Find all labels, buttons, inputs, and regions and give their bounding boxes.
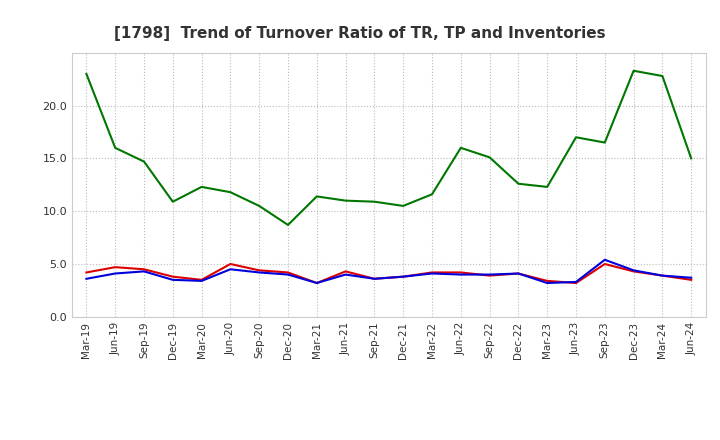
Trade Payables bbox=[658, 273, 667, 278]
Trade Receivables bbox=[140, 267, 148, 272]
Inventories bbox=[370, 199, 379, 204]
Trade Receivables bbox=[284, 270, 292, 275]
Inventories bbox=[197, 184, 206, 190]
Trade Payables bbox=[543, 280, 552, 286]
Trade Payables bbox=[312, 280, 321, 286]
Trade Receivables bbox=[428, 270, 436, 275]
Trade Receivables bbox=[82, 270, 91, 275]
Inventories bbox=[226, 190, 235, 195]
Trade Receivables bbox=[572, 280, 580, 286]
Trade Receivables bbox=[658, 273, 667, 278]
Trade Receivables bbox=[514, 271, 523, 276]
Trade Receivables bbox=[600, 261, 609, 267]
Trade Payables bbox=[687, 275, 696, 280]
Inventories bbox=[456, 145, 465, 150]
Trade Receivables bbox=[485, 273, 494, 278]
Inventories bbox=[543, 184, 552, 190]
Inventories bbox=[428, 192, 436, 197]
Trade Receivables bbox=[456, 270, 465, 275]
Inventories bbox=[658, 73, 667, 79]
Inventories bbox=[514, 181, 523, 187]
Trade Receivables bbox=[543, 278, 552, 283]
Line: Inventories: Inventories bbox=[86, 71, 691, 225]
Trade Payables bbox=[111, 271, 120, 276]
Inventories bbox=[140, 159, 148, 164]
Trade Payables bbox=[399, 274, 408, 279]
Trade Payables bbox=[140, 269, 148, 274]
Inventories bbox=[600, 140, 609, 145]
Inventories bbox=[82, 71, 91, 77]
Inventories bbox=[399, 203, 408, 209]
Inventories bbox=[629, 68, 638, 73]
Trade Payables bbox=[197, 278, 206, 283]
Inventories bbox=[312, 194, 321, 199]
Trade Receivables bbox=[399, 274, 408, 279]
Trade Receivables bbox=[312, 280, 321, 286]
Trade Receivables bbox=[687, 277, 696, 282]
Trade Payables bbox=[168, 277, 177, 282]
Inventories bbox=[111, 145, 120, 150]
Inventories bbox=[284, 222, 292, 227]
Inventories bbox=[572, 135, 580, 140]
Trade Payables bbox=[226, 267, 235, 272]
Inventories bbox=[341, 198, 350, 203]
Trade Receivables bbox=[629, 269, 638, 274]
Trade Payables bbox=[485, 272, 494, 277]
Inventories bbox=[687, 156, 696, 161]
Trade Payables bbox=[572, 279, 580, 285]
Trade Payables bbox=[428, 271, 436, 276]
Line: Trade Payables: Trade Payables bbox=[86, 260, 691, 283]
Trade Receivables bbox=[168, 274, 177, 279]
Inventories bbox=[255, 203, 264, 209]
Trade Payables bbox=[341, 272, 350, 277]
Trade Receivables bbox=[197, 277, 206, 282]
Trade Payables bbox=[284, 272, 292, 277]
Trade Receivables bbox=[341, 269, 350, 274]
Inventories bbox=[485, 155, 494, 160]
Inventories bbox=[168, 199, 177, 204]
Trade Payables bbox=[82, 276, 91, 282]
Trade Payables bbox=[370, 276, 379, 282]
Trade Payables bbox=[456, 272, 465, 277]
Trade Payables bbox=[600, 257, 609, 262]
Text: [1798]  Trend of Turnover Ratio of TR, TP and Inventories: [1798] Trend of Turnover Ratio of TR, TP… bbox=[114, 26, 606, 41]
Line: Trade Receivables: Trade Receivables bbox=[86, 264, 691, 283]
Trade Receivables bbox=[370, 276, 379, 282]
Trade Receivables bbox=[226, 261, 235, 267]
Trade Payables bbox=[255, 270, 264, 275]
Trade Payables bbox=[514, 271, 523, 276]
Trade Receivables bbox=[255, 268, 264, 273]
Trade Payables bbox=[629, 268, 638, 273]
Trade Receivables bbox=[111, 264, 120, 270]
